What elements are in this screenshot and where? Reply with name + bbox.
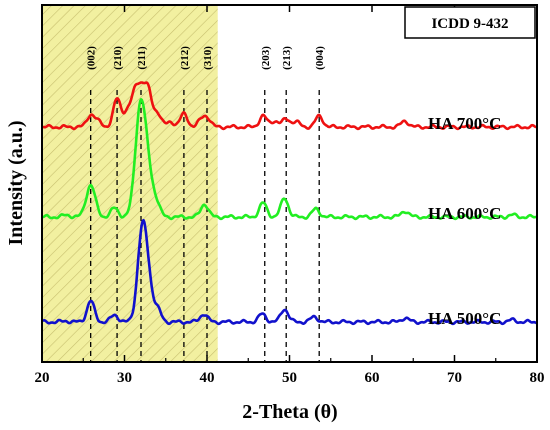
legend-label: ICDD 9-432 [431, 16, 508, 32]
peak-label: (213) [281, 46, 293, 70]
peak-label: (004) [314, 46, 326, 70]
x-tick-label: 40 [200, 370, 215, 386]
series-line [42, 98, 537, 221]
peak-label: (310) [202, 46, 214, 70]
series-line [42, 218, 537, 326]
x-tick-label: 20 [35, 370, 50, 386]
series-name-label: HA 600°C [428, 204, 501, 223]
series-line [42, 81, 537, 131]
x-tick-label: 50 [282, 370, 297, 386]
x-tick-label: 80 [530, 370, 545, 386]
peak-label: (212) [179, 46, 191, 70]
legend-box: ICDD 9-432 [404, 6, 536, 39]
peak-label: (203) [260, 46, 272, 70]
highlight-region [42, 5, 218, 362]
peak-labels: (002) (210) (211) (212) (310) (203) (213) (004) [86, 46, 327, 70]
x-axis-title: 2-Theta (θ) [242, 401, 337, 423]
x-tick-label: 30 [117, 370, 132, 386]
series-labels: HA 700°C HA 600°C HA 500°C [428, 114, 501, 328]
peak-label: (210) [112, 46, 124, 70]
peak-label: (211) [136, 46, 148, 70]
y-axis-title: Intensity (a.u.) [5, 120, 27, 245]
x-tick-label: 60 [365, 370, 380, 386]
series-name-label: HA 700°C [428, 114, 501, 133]
x-tick-label: 70 [447, 370, 462, 386]
peak-label: (002) [86, 46, 98, 70]
series-name-label: HA 500°C [428, 309, 501, 328]
series-group [42, 81, 537, 326]
x-axis-ticks: 20 30 40 50 60 70 80 [35, 5, 545, 386]
